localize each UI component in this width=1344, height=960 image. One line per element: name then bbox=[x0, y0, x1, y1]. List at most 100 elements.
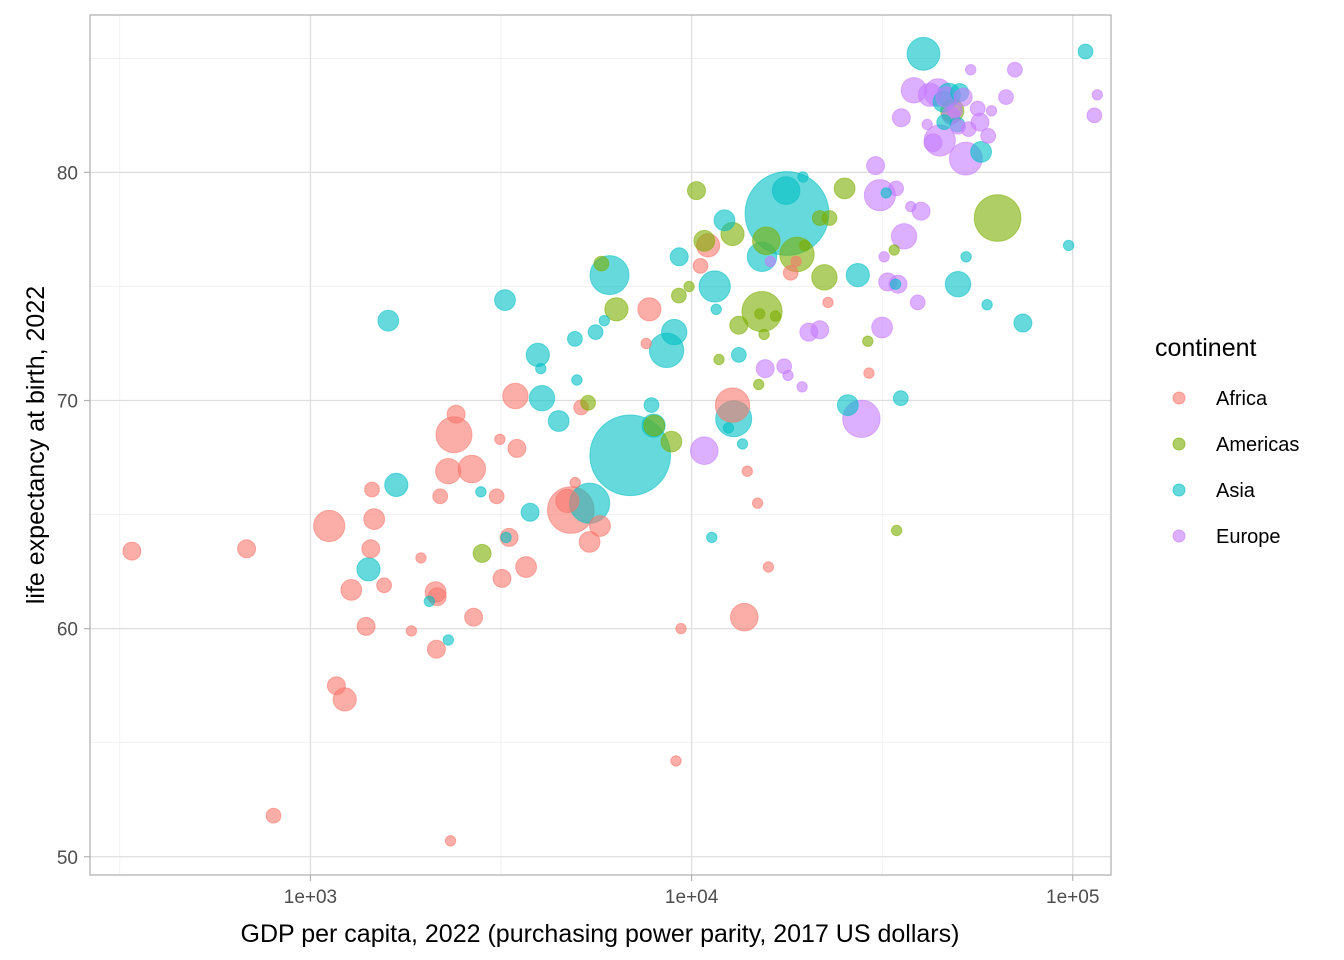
point-asia bbox=[1077, 43, 1094, 60]
point-europe bbox=[953, 87, 973, 107]
x-axis-title: GDP per capita, 2022 (purchasing power p… bbox=[241, 920, 960, 948]
point-africa bbox=[313, 509, 346, 543]
point-asia bbox=[836, 394, 859, 417]
point-americas bbox=[769, 310, 782, 322]
point-africa bbox=[515, 556, 537, 578]
point-americas bbox=[660, 430, 683, 453]
point-europe bbox=[947, 102, 963, 119]
point-europe bbox=[755, 359, 775, 379]
point-americas bbox=[890, 524, 903, 537]
point-americas bbox=[643, 414, 666, 437]
point-asia bbox=[710, 303, 722, 315]
point-americas bbox=[580, 394, 596, 411]
data-points bbox=[122, 36, 1104, 847]
point-asia bbox=[587, 324, 604, 341]
point-americas bbox=[754, 308, 766, 320]
point-europe bbox=[871, 316, 893, 339]
point-africa bbox=[340, 579, 363, 601]
point-americas bbox=[973, 194, 1022, 242]
legend: continent Africa Americas Asia Europe bbox=[1155, 334, 1299, 548]
point-africa bbox=[363, 508, 386, 530]
panel-border bbox=[89, 14, 1112, 876]
point-africa bbox=[507, 438, 527, 458]
point-asia bbox=[713, 209, 736, 232]
point-asia bbox=[520, 502, 540, 522]
point-asia bbox=[730, 347, 747, 363]
point-africa bbox=[494, 433, 506, 445]
point-asia bbox=[722, 422, 735, 434]
point-europe bbox=[985, 105, 998, 117]
point-africa bbox=[782, 264, 799, 281]
point-americas bbox=[472, 543, 492, 563]
point-asia bbox=[845, 263, 870, 288]
point-africa bbox=[435, 458, 462, 485]
grid-lines bbox=[90, 15, 1111, 875]
point-africa bbox=[444, 835, 457, 847]
point-africa bbox=[640, 337, 652, 350]
x-tick-label: 1e+04 bbox=[665, 887, 719, 908]
point-europe bbox=[878, 251, 890, 263]
axis-ticks: 1e+03 1e+04 1e+05 50 60 70 80 bbox=[57, 163, 1100, 908]
point-asia bbox=[736, 438, 749, 450]
point-europe bbox=[890, 223, 918, 250]
point-africa bbox=[637, 297, 662, 322]
point-americas bbox=[687, 181, 706, 201]
point-asia bbox=[669, 247, 689, 267]
point-europe bbox=[1091, 89, 1104, 101]
point-europe bbox=[921, 118, 933, 131]
point-asia bbox=[423, 595, 435, 607]
point-americas bbox=[758, 328, 770, 341]
point-europe bbox=[980, 128, 997, 144]
point-europe bbox=[969, 100, 986, 117]
point-africa bbox=[790, 255, 802, 268]
legend-label-europe: Europe bbox=[1216, 526, 1281, 548]
y-tick-label: 80 bbox=[57, 163, 78, 184]
point-asia bbox=[981, 299, 993, 311]
y-tick-label: 70 bbox=[57, 392, 78, 413]
point-americas bbox=[753, 378, 765, 391]
legend-label-asia: Asia bbox=[1216, 480, 1256, 502]
legend-key-africa bbox=[1172, 391, 1186, 405]
point-asia bbox=[500, 531, 512, 544]
point-americas bbox=[833, 177, 856, 200]
legend-label-africa: Africa bbox=[1216, 388, 1268, 410]
point-americas bbox=[799, 239, 811, 252]
point-africa bbox=[502, 382, 529, 410]
point-africa bbox=[426, 639, 446, 659]
point-asia bbox=[1062, 239, 1075, 252]
point-europe bbox=[923, 133, 943, 153]
point-africa bbox=[464, 607, 484, 627]
point-asia bbox=[936, 114, 953, 131]
point-africa bbox=[237, 539, 257, 559]
point-africa bbox=[751, 497, 764, 509]
point-europe bbox=[891, 108, 911, 128]
point-asia bbox=[567, 331, 583, 347]
point-asia bbox=[970, 141, 992, 163]
point-africa bbox=[762, 561, 775, 573]
point-africa bbox=[714, 387, 751, 423]
point-africa bbox=[670, 755, 682, 767]
y-axis-title: life expectancy at birth, 2022 bbox=[22, 286, 50, 604]
point-europe bbox=[965, 64, 977, 76]
point-asia bbox=[547, 410, 570, 432]
point-africa bbox=[446, 404, 466, 424]
point-africa bbox=[589, 515, 611, 537]
point-europe bbox=[764, 255, 777, 268]
point-asia bbox=[494, 289, 516, 312]
point-asia bbox=[771, 176, 801, 205]
point-europe bbox=[782, 369, 794, 382]
legend-key-asia bbox=[1172, 483, 1186, 497]
point-americas bbox=[821, 210, 838, 226]
point-africa bbox=[457, 454, 487, 484]
point-americas bbox=[593, 255, 610, 272]
point-asia bbox=[528, 385, 556, 412]
point-americas bbox=[713, 353, 725, 366]
point-africa bbox=[492, 568, 512, 588]
point-asia bbox=[706, 531, 718, 544]
point-americas bbox=[811, 264, 838, 291]
point-americas bbox=[604, 297, 629, 322]
x-tick-label: 1e+05 bbox=[1046, 887, 1099, 908]
point-asia bbox=[643, 397, 660, 414]
point-asia bbox=[598, 315, 610, 327]
point-americas bbox=[683, 280, 695, 293]
